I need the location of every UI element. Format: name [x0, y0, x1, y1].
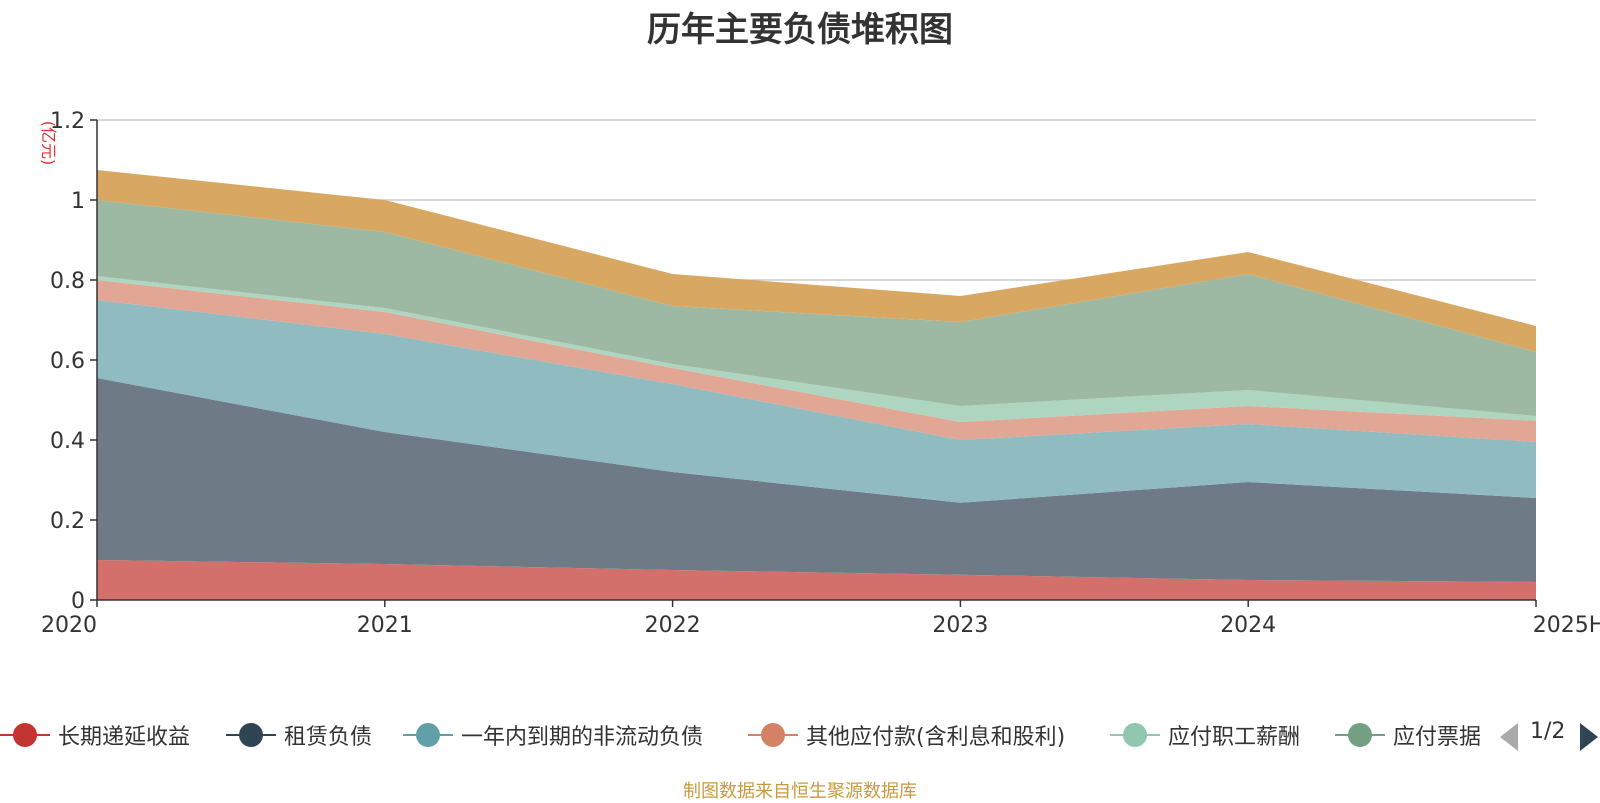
- area-series-3: [97, 280, 1536, 442]
- legend: 长期递延收益 租赁负债 一年内到期的非流动负债 其他应付款(含利息和股利) 应付职工薪酬…: [0, 715, 1600, 755]
- legend-page-indicator: 1/2: [1530, 719, 1566, 744]
- y-tick-label: 0.6: [50, 349, 85, 374]
- legend-label: 长期递延收益: [58, 725, 191, 750]
- area-series-6: [97, 170, 1536, 352]
- legend-label: 一年内到期的非流动负债: [461, 725, 704, 750]
- legend-item[interactable]: 其他应付款(含利息和股利): [748, 715, 1065, 755]
- legend-marker-icon: [226, 723, 276, 747]
- x-tick-label: 2025H1: [1533, 613, 1600, 638]
- legend-item[interactable]: 一年内到期的非流动负债: [403, 715, 703, 755]
- y-tick-label: 1: [71, 189, 85, 214]
- y-tick-label: 0: [71, 589, 85, 614]
- legend-items: 长期递延收益 租赁负债 一年内到期的非流动负债 其他应付款(含利息和股利) 应付职工薪酬…: [0, 715, 1480, 755]
- x-tick-label: 2021: [357, 613, 413, 638]
- legend-label: 租赁负债: [284, 725, 373, 750]
- source-note: 制图数据来自恒生聚源数据库: [683, 781, 917, 802]
- y-tick-label: 0.4: [50, 429, 85, 454]
- axes: 0 0.2 0.4 0.6 0.8 1 1.2 2020 2021 2022 2023 2024 202…: [41, 109, 1600, 638]
- area-series-4: [97, 276, 1536, 422]
- legend-marker-icon: [1335, 723, 1385, 747]
- legend-prev-page-button[interactable]: [1500, 723, 1518, 751]
- legend-marker-icon: [748, 723, 798, 747]
- chart-title: 历年主要负债堆积图: [647, 10, 953, 50]
- legend-label: 其他应付款(含利息和股利): [806, 725, 1066, 750]
- x-tick-label: 2023: [932, 613, 988, 638]
- legend-label: 应付职工薪酬: [1168, 725, 1301, 750]
- y-tick-label: 1.2: [50, 109, 85, 134]
- area-series-2: [97, 300, 1536, 503]
- legend-marker-icon: [1110, 723, 1160, 747]
- stacked-area-chart: 0 0.2 0.4 0.6 0.8 1 1.2 2020 2021 2022 2023 2024 202…: [39, 109, 1600, 638]
- legend-marker-icon: [403, 723, 453, 747]
- legend-next-page-button[interactable]: [1580, 723, 1598, 751]
- legend-marker-icon: [0, 723, 50, 747]
- legend-item[interactable]: 长期递延收益: [0, 715, 190, 755]
- area-series-5: [97, 200, 1536, 416]
- y-tick-label: 0.8: [50, 269, 85, 294]
- y-tick-label: 0.2: [50, 509, 85, 534]
- x-tick-label: 2024: [1220, 613, 1276, 638]
- x-tick-label: 2020: [41, 613, 97, 638]
- area-series-0: [97, 560, 1536, 600]
- legend-label: 应付票据: [1393, 725, 1480, 750]
- x-tick-label: 2022: [645, 613, 701, 638]
- area-series: [97, 170, 1536, 600]
- legend-item[interactable]: 应付票据: [1335, 715, 1480, 755]
- area-series-1: [97, 378, 1536, 582]
- legend-item[interactable]: 应付职工薪酬: [1110, 715, 1300, 755]
- legend-item[interactable]: 租赁负债: [226, 715, 372, 755]
- y-axis-unit-label: (亿元): [39, 121, 58, 166]
